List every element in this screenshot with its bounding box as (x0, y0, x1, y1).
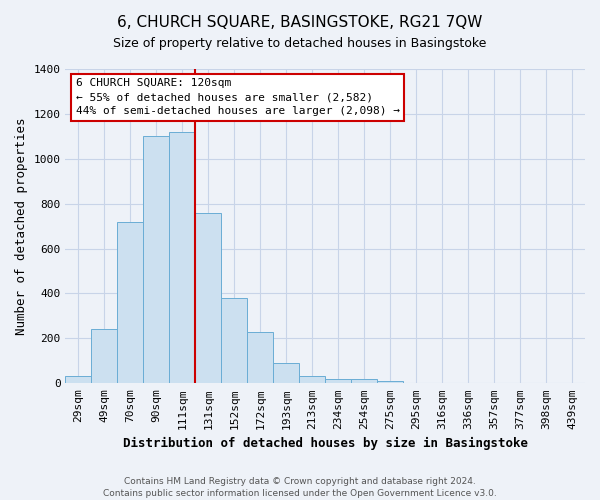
Y-axis label: Number of detached properties: Number of detached properties (15, 118, 28, 335)
Bar (143, 136, 169, 383)
Bar (247, 332, 273, 383)
Bar (91, 330, 118, 383)
Bar (351, 378, 377, 383)
Text: Size of property relative to detached houses in Basingstoke: Size of property relative to detached ho… (113, 38, 487, 51)
Bar (118, 222, 143, 383)
Bar (65, 376, 91, 383)
Bar (169, 132, 196, 383)
Bar (325, 378, 351, 383)
Text: Contains public sector information licensed under the Open Government Licence v3: Contains public sector information licen… (103, 488, 497, 498)
Bar (196, 212, 221, 383)
Text: 6 CHURCH SQUARE: 120sqm
← 55% of detached houses are smaller (2,582)
44% of semi: 6 CHURCH SQUARE: 120sqm ← 55% of detache… (76, 78, 400, 116)
Bar (377, 381, 403, 383)
Bar (299, 376, 325, 383)
Bar (273, 363, 299, 383)
Text: Contains HM Land Registry data © Crown copyright and database right 2024.: Contains HM Land Registry data © Crown c… (124, 477, 476, 486)
Text: 6, CHURCH SQUARE, BASINGSTOKE, RG21 7QW: 6, CHURCH SQUARE, BASINGSTOKE, RG21 7QW (118, 15, 482, 30)
X-axis label: Distribution of detached houses by size in Basingstoke: Distribution of detached houses by size … (123, 437, 528, 450)
Bar (221, 298, 247, 383)
